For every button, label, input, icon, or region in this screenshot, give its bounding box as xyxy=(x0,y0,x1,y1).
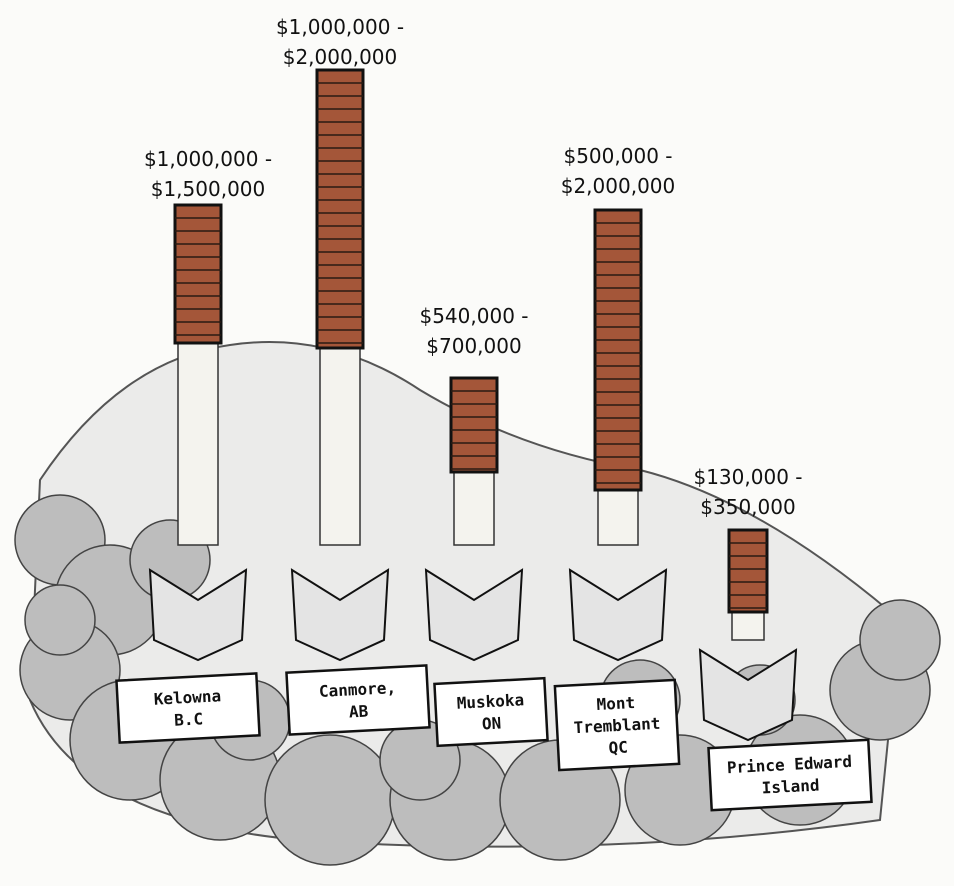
place-sign xyxy=(434,678,547,746)
price-range: $350,000 xyxy=(700,495,795,519)
place-sign xyxy=(286,665,429,734)
price-range: $2,000,000 xyxy=(283,45,398,69)
place-name: QC xyxy=(608,737,628,757)
price-range: $1,500,000 xyxy=(151,177,266,201)
price-range: $130,000 - xyxy=(693,465,802,489)
illustration: $1,000,000 - $1,500,000 KelownaB.C $1,000,0… xyxy=(0,0,954,886)
price-range: $1,000,000 - xyxy=(276,15,404,39)
cloud-puff xyxy=(860,600,940,680)
place-name: Kelowna xyxy=(153,686,221,709)
place-name: ON xyxy=(481,713,501,733)
brick-chimney xyxy=(451,378,497,472)
cloud-puff xyxy=(265,735,395,865)
price-range: $1,000,000 - xyxy=(144,147,272,171)
price-range: $500,000 - xyxy=(563,144,672,168)
place-name: Canmore, xyxy=(318,678,396,701)
brick-chimney xyxy=(317,70,363,348)
smoke-column xyxy=(598,490,638,545)
smoke-column xyxy=(320,348,360,545)
smoke-column xyxy=(178,343,218,545)
place-name: Muskoka xyxy=(456,690,524,713)
place-name: B.C xyxy=(174,709,204,729)
cloud-puff xyxy=(25,585,95,655)
place-sign xyxy=(116,673,259,742)
price-range: $540,000 - xyxy=(419,304,528,328)
price-range: $700,000 xyxy=(426,334,521,358)
place-name: Island xyxy=(761,775,820,797)
smoke-column xyxy=(454,472,494,545)
smoke-column xyxy=(732,612,764,640)
place-name: AB xyxy=(348,701,369,721)
place-name: Mont xyxy=(596,693,635,714)
brick-chimney xyxy=(595,210,641,490)
price-range: $2,000,000 xyxy=(561,174,676,198)
